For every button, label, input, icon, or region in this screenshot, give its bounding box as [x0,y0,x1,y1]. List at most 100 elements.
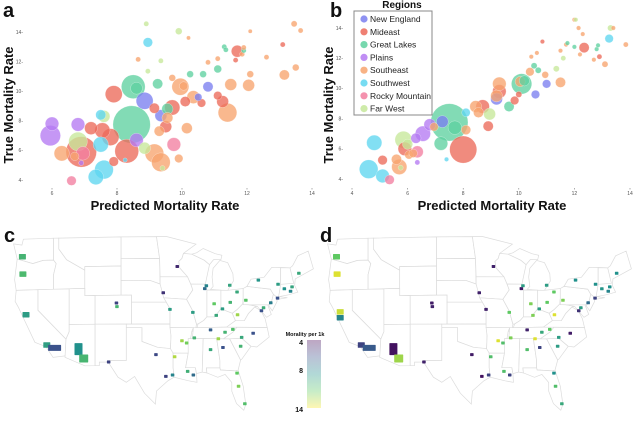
bubble-southeast [525,67,535,77]
county-region [114,301,119,305]
county-region [552,371,556,375]
y-axis-ticks: 4- 6- 8- 10- 12- 14- [336,26,344,183]
county-region [362,344,376,351]
county-region [74,343,83,356]
y-tick-label: 10- [336,86,344,92]
legend-label: Great Lakes [370,40,416,50]
bubble-new-england [542,79,552,89]
county-region [236,384,241,388]
bubble-mideast [108,156,119,167]
bubble-mideast [515,91,523,98]
legend-swatch [360,41,368,49]
state-outline [436,236,476,260]
y-axis-title: True Mortality Rate [1,46,16,163]
county-region [235,290,239,294]
bubble-mideast [539,39,545,45]
y-axis-ticks: 4- 6- 8- 10- 12- 14- [16,30,24,184]
colorbar-title: Morality per 1k [286,332,326,338]
legend-swatch [360,66,368,74]
state-outline [446,301,487,325]
county-region [508,373,512,377]
legend-label: Southwest [370,78,410,88]
points-layer [39,20,304,186]
bubble-southeast [292,63,300,72]
county-region [540,330,544,334]
bubble-far-west [158,58,164,64]
bubble-great-lakes [447,120,462,135]
bubble-southwest [122,157,128,163]
county-region [533,337,537,341]
bubble-southeast [179,81,189,91]
bubble-rocky-mountain [166,137,181,152]
bubble-far-west [573,17,579,23]
bubble-southwest [92,136,109,153]
y-tick-label: 12- [16,59,24,65]
county-region [275,296,280,300]
bubble-southeast [168,74,176,82]
x-tick-label: 6 [51,191,54,197]
bubble-southeast [591,57,597,63]
county-region [282,287,287,291]
bubble-new-england [194,93,203,102]
state-outline [399,265,437,297]
bubble-new-england [135,92,154,110]
colorbar: Morality per 1k 4 8 14 [286,332,326,414]
x-axis-title: Predicted Mortality Rate [91,198,240,213]
county-region [276,282,280,286]
county-region [172,355,177,359]
bubble-great-lakes [152,78,163,90]
county-region [336,309,344,315]
bubble-rocky-mountain [66,175,77,186]
county-region [480,374,484,378]
bubble-southeast [186,35,191,41]
legend-swatch [360,28,368,36]
county-region [256,278,261,282]
bubble-southeast [460,124,471,135]
bubble-southeast [528,54,534,60]
county-region [269,301,273,305]
x-tick-label: 8 [116,191,119,197]
bubble-rocky-mountain [384,174,395,185]
y-tick-label: 6- [19,148,24,154]
x-tick-label: 14 [309,191,315,197]
county-region [430,301,434,305]
state-outline [539,326,587,348]
bubble-southeast [263,54,270,60]
county-region [568,331,572,335]
bubble-southeast [534,50,540,56]
bubble-southeast [240,44,247,51]
bubble-mideast [482,120,494,132]
bubble-southeast [297,27,304,34]
legend-title: Regions [382,0,422,11]
bubble-southeast [151,152,171,172]
bubble-southeast [492,76,507,91]
bubble-southeast [623,41,629,48]
state-outline [475,276,510,300]
bubble-great-lakes [503,101,515,112]
bubble-mideast [279,41,286,48]
county-region [389,343,398,356]
state-borders [327,236,632,411]
county-region [154,353,158,357]
county-region [184,341,189,345]
county-layer [18,254,301,406]
bubble-southeast [555,77,566,88]
bubble-plains [44,116,60,131]
bubble-great-lakes [223,46,229,53]
county-region [185,369,190,373]
county-region [208,328,213,332]
bubble-southeast [53,145,70,162]
county-region [489,355,493,359]
county-region [243,402,247,406]
bubble-southeast [576,25,582,31]
bubble-mideast [232,57,239,63]
colorbar-tick: 8 [299,368,303,375]
county-region [502,369,506,373]
state-outline [585,293,595,312]
y-tick-label: 4- [339,177,344,183]
county-region [548,327,552,331]
bubble-southwest [95,109,107,121]
county-region [220,307,225,311]
colorbar-tick: 14 [295,407,303,414]
y-axis-title: True Mortality Rate [321,46,336,163]
